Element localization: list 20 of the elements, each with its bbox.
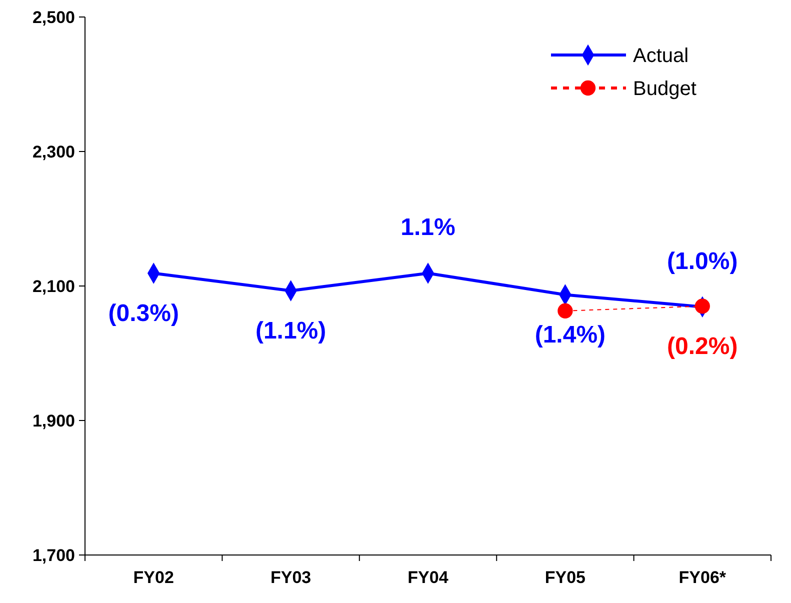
annotation: (0.2%) xyxy=(667,333,738,360)
y-tick-label: 2,300 xyxy=(32,142,75,162)
x-tick-label: FY04 xyxy=(408,568,449,587)
legend-label: Actual xyxy=(633,45,689,67)
legend-label: Budget xyxy=(633,78,697,100)
point xyxy=(694,298,710,314)
y-tick-label: 2,500 xyxy=(32,8,75,27)
point xyxy=(558,303,573,318)
annotation: (1.4%) xyxy=(534,322,606,349)
x-tick-label: FY06* xyxy=(678,568,726,587)
x-tick-label: FY02 xyxy=(133,568,174,587)
annotation: (1.0%) xyxy=(667,248,738,275)
annotation: 1.1% xyxy=(400,214,456,242)
x-tick-label: FY05 xyxy=(544,568,586,587)
y-tick-label: 1,900 xyxy=(32,411,75,430)
annotation: (1.1%) xyxy=(255,318,326,345)
annotation: (0.3%) xyxy=(108,300,179,328)
y-tick-label: 2,100 xyxy=(32,276,75,296)
x-tick-label: FY03 xyxy=(270,568,312,587)
y-tick-label: 1,700 xyxy=(32,546,75,565)
